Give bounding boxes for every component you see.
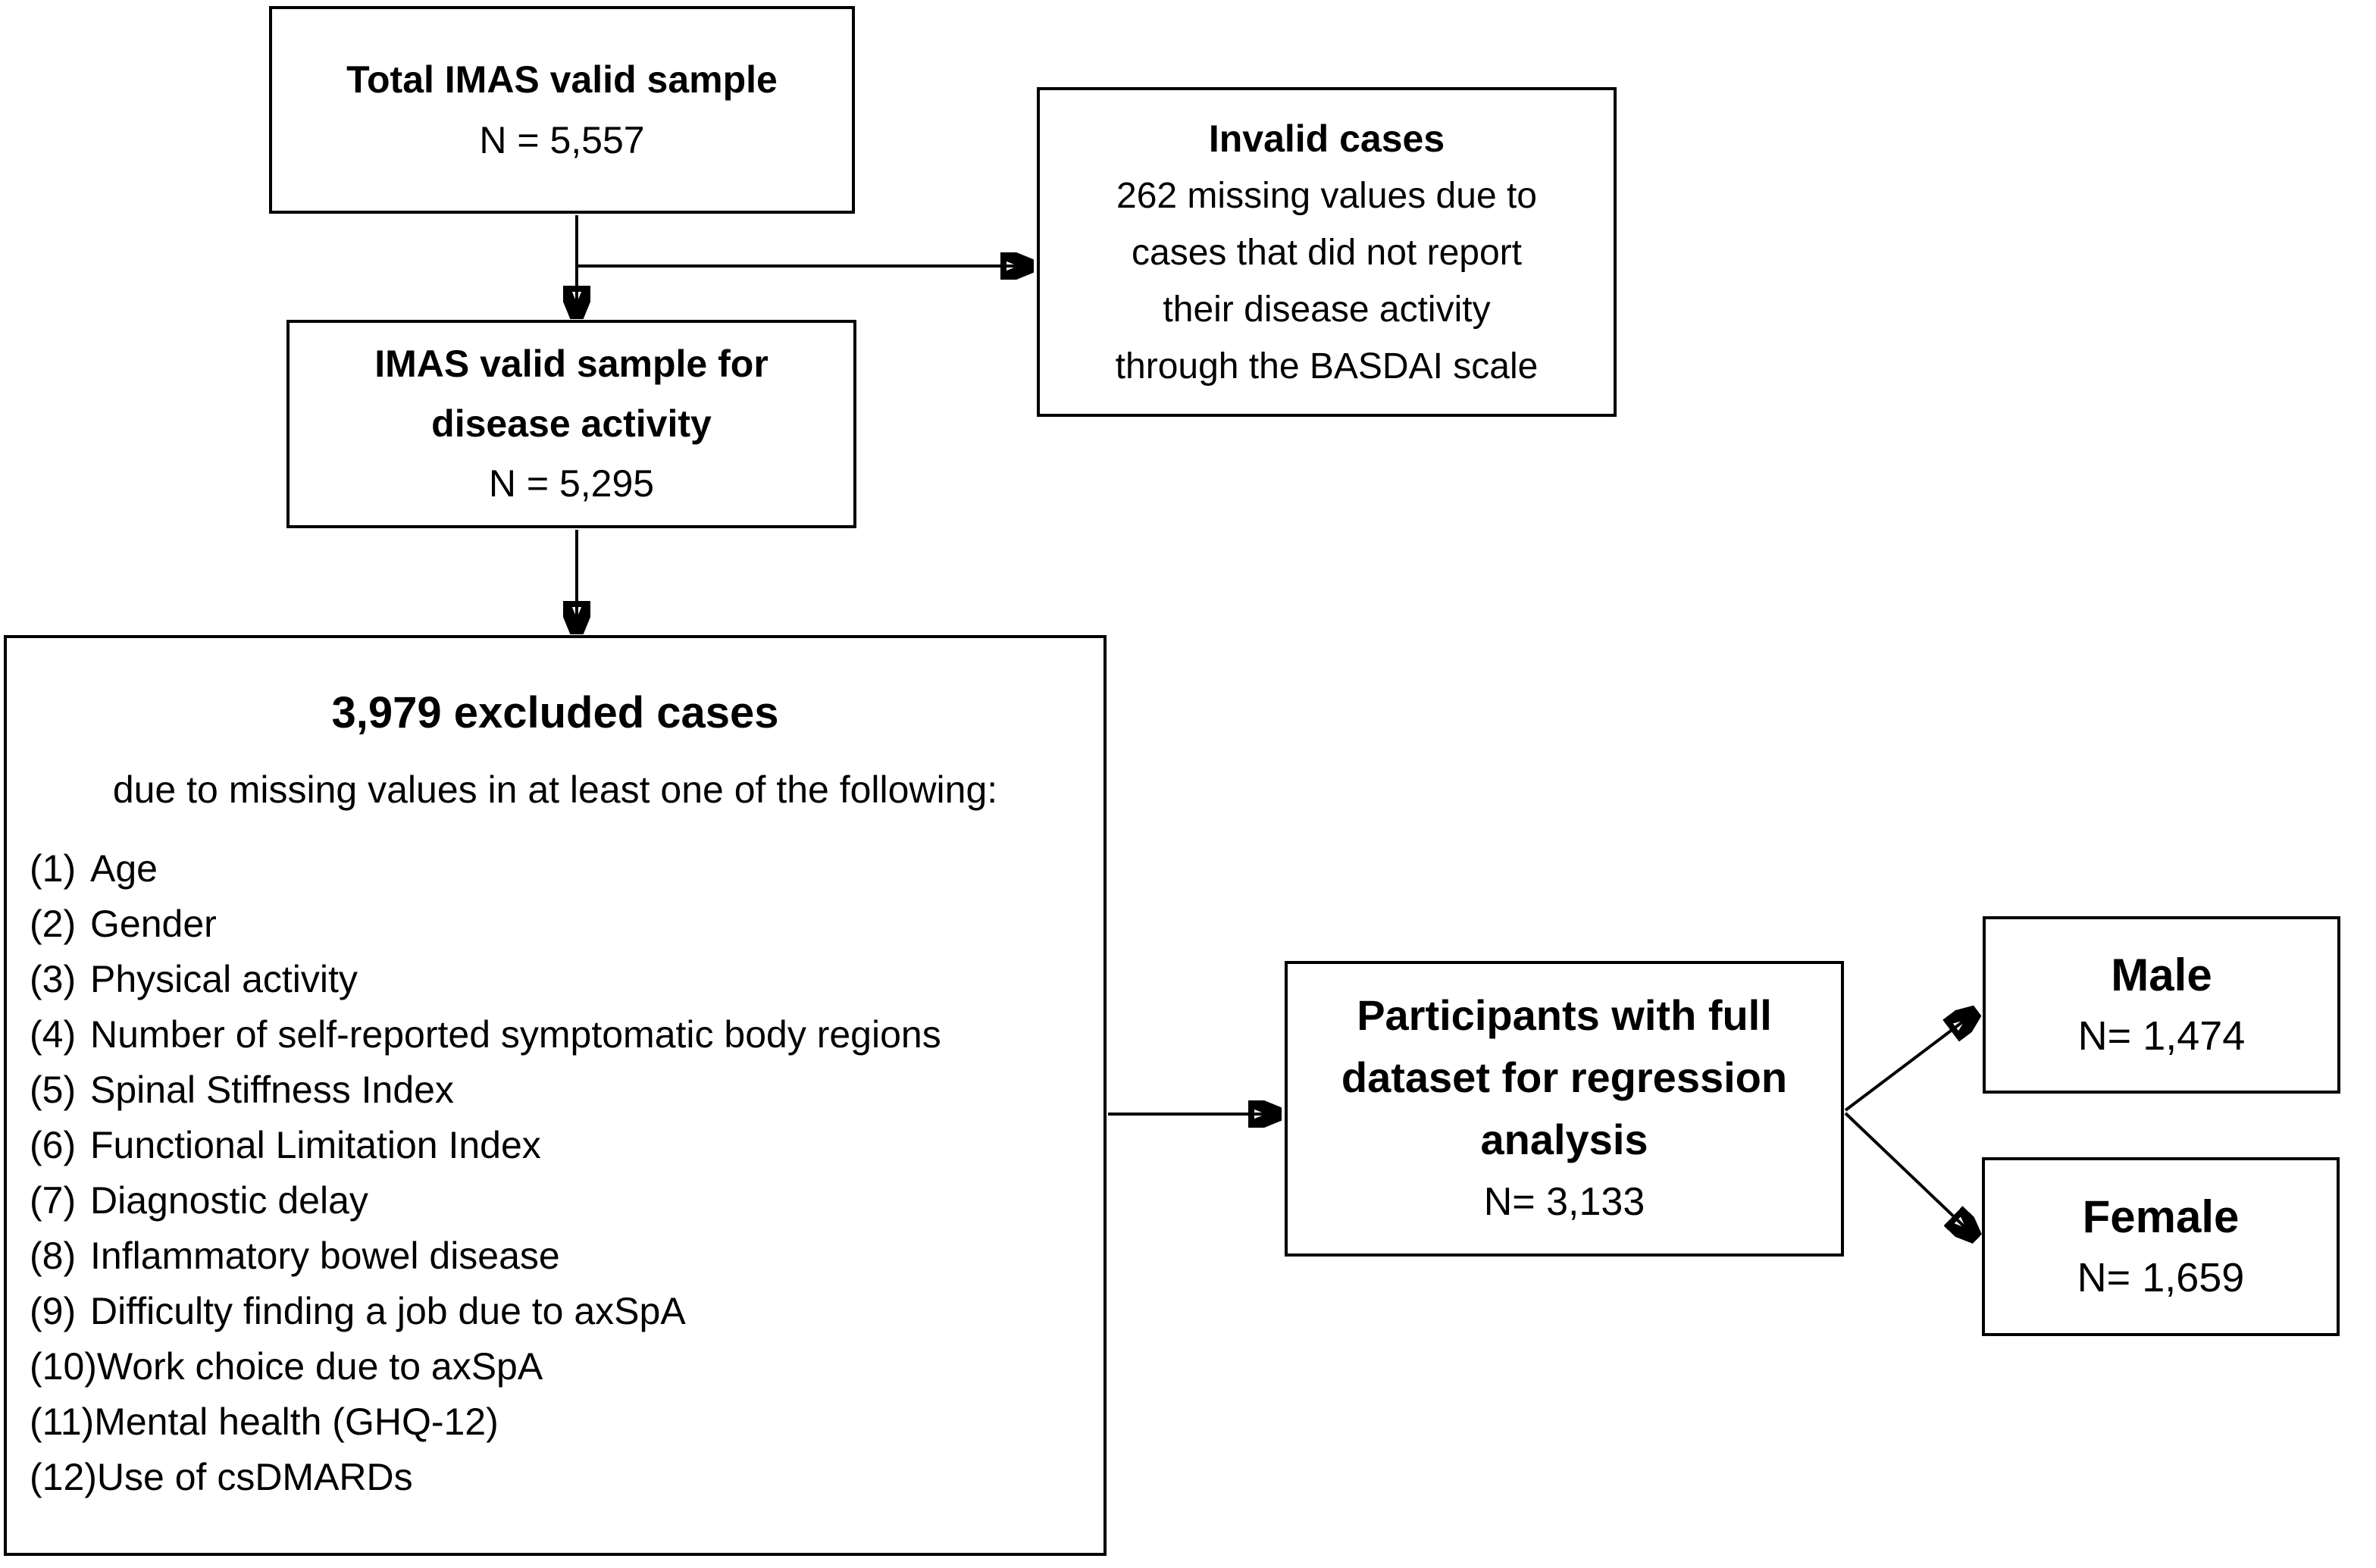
node-invalid-cases: Invalid cases 262 missing values due to …	[1037, 87, 1617, 417]
excluded-reason-item: (8) Inflammatory bowel disease	[30, 1235, 560, 1277]
node-total-sample: Total IMAS valid sample N = 5,557	[269, 6, 855, 214]
total-sample-title: Total IMAS valid sample	[346, 58, 778, 101]
invalid-cases-line: through the BASDAI scale	[1115, 346, 1539, 387]
regression-n: N= 3,133	[1483, 1180, 1645, 1224]
excluded-reason-item: (9) Difficulty finding a job due to axSpA	[30, 1290, 686, 1332]
male-title: Male	[2111, 950, 2212, 1000]
arrow-regression-to-female	[1844, 1112, 1975, 1237]
male-n: N= 1,474	[2077, 1013, 2246, 1059]
excluded-reason-item: (4) Number of self-reported symptomatic b…	[30, 1013, 941, 1056]
invalid-cases-line: 262 missing values due to	[1116, 175, 1537, 216]
excluded-reason-item: (6) Functional Limitation Index	[30, 1124, 541, 1166]
node-excluded-cases: 3,979 excluded cases due to missing valu…	[4, 635, 1107, 1556]
regression-title-line: analysis	[1480, 1116, 1648, 1163]
invalid-cases-line: their disease activity	[1163, 289, 1491, 330]
excluded-subtitle: due to missing values in at least one of…	[112, 768, 998, 811]
valid-da-title-line: IMAS valid sample for	[374, 343, 769, 385]
node-regression-sample: Participants with full dataset for regre…	[1285, 961, 1844, 1257]
excluded-reason-item: (7) Diagnostic delay	[30, 1179, 368, 1222]
regression-title-line: Participants with full	[1357, 991, 1772, 1039]
female-title: Female	[2082, 1191, 2240, 1242]
node-female: Female N= 1,659	[1982, 1157, 2340, 1336]
excluded-reason-item: (5) Spinal Stiffness Index	[30, 1069, 454, 1111]
node-male: Male N= 1,474	[1983, 916, 2340, 1094]
valid-da-n: N = 5,295	[488, 462, 655, 505]
excluded-reason-item: (11)Mental health (GHQ-12)	[30, 1401, 499, 1443]
regression-title-line: dataset for regression	[1341, 1053, 1788, 1101]
arrow-regression-to-male	[1844, 1012, 1975, 1112]
excluded-reason-item: (12)Use of csDMARDs	[30, 1456, 413, 1498]
node-valid-disease-activity: IMAS valid sample for disease activity N…	[286, 320, 856, 528]
invalid-cases-title: Invalid cases	[1208, 117, 1445, 160]
excluded-reason-item: (2) Gender	[30, 903, 217, 945]
invalid-cases-line: cases that did not report	[1132, 232, 1522, 273]
excluded-reason-item: (1) Age	[30, 847, 158, 890]
female-n: N= 1,659	[2077, 1255, 2245, 1300]
valid-da-title-line: disease activity	[431, 402, 712, 445]
excluded-reason-item: (3) Physical activity	[30, 958, 358, 1000]
total-sample-n: N = 5,557	[479, 119, 645, 161]
excluded-reason-list: (1) Age (2) Gender (3) Physical activity (4…	[7, 841, 1103, 1505]
excluded-title: 3,979 excluded cases	[331, 688, 779, 737]
excluded-reason-item: (10)Work choice due to axSpA	[30, 1345, 543, 1388]
